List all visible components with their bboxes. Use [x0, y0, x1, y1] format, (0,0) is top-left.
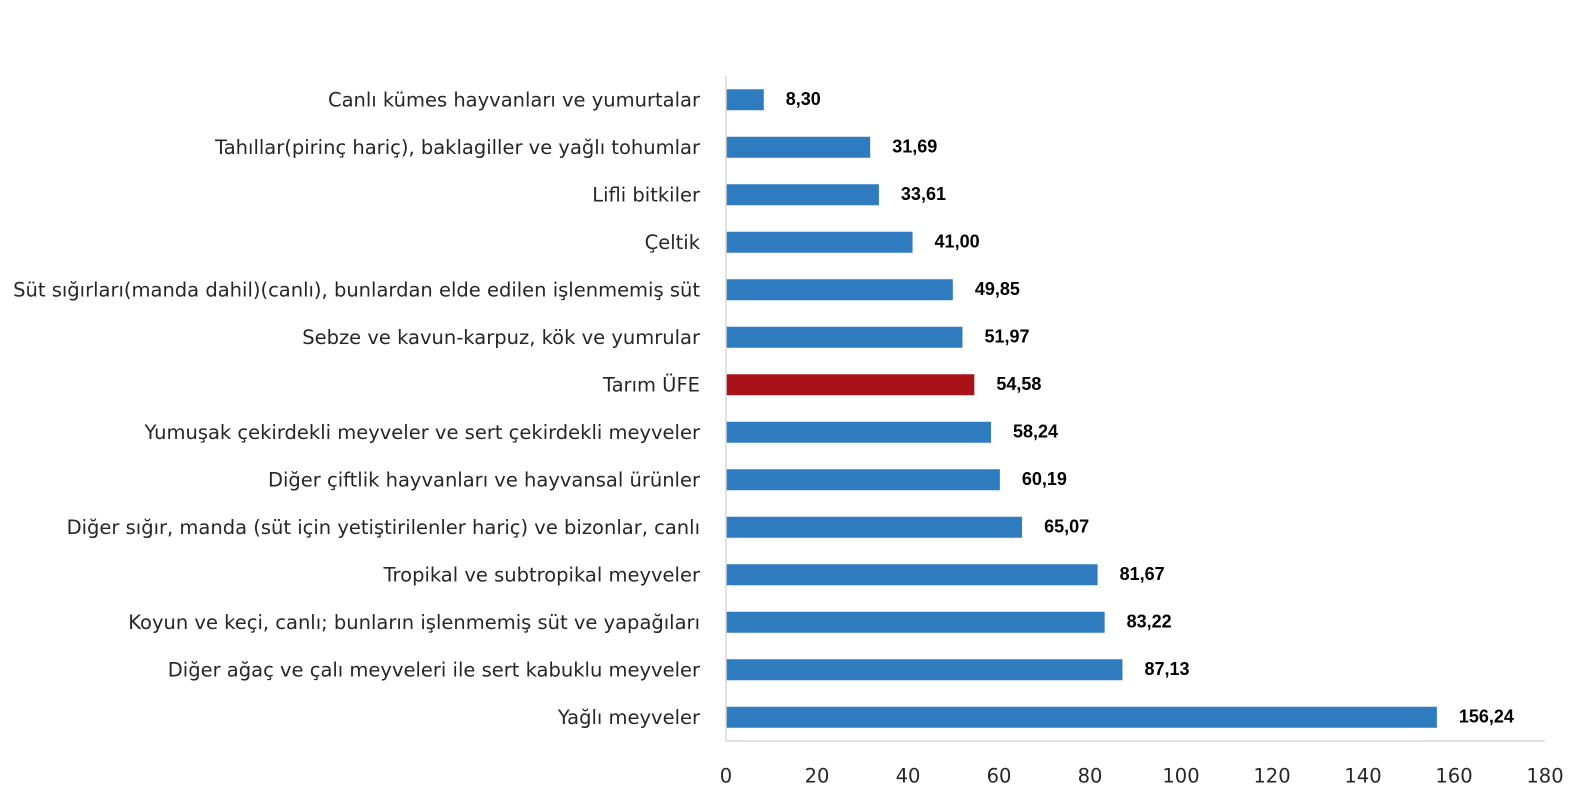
category-label: Yağlı meyveler: [557, 706, 701, 729]
bar: [726, 469, 1000, 491]
x-axis-ticks: 0 20 40 60 80 100 120 140 160 180: [720, 765, 1564, 788]
x-tick-label: 140: [1344, 765, 1381, 788]
category-label: Çeltik: [645, 231, 701, 254]
data-label: 54,58: [996, 374, 1041, 394]
category-label: Yumuşak çekirdekli meyveler ve sert çeki…: [143, 421, 701, 444]
x-tick-label: 120: [1253, 765, 1290, 788]
bar: [726, 706, 1437, 728]
data-label: 60,19: [1022, 469, 1067, 489]
x-tick-label: 80: [1078, 765, 1103, 788]
x-tick-label: 100: [1162, 765, 1199, 788]
data-label: 33,61: [901, 184, 946, 204]
data-label: 87,13: [1144, 659, 1189, 679]
category-label: Diğer ağaç ve çalı meyveleri ile sert ka…: [168, 658, 701, 681]
data-label: 81,67: [1120, 564, 1165, 584]
category-labels: Canlı kümes hayvanları ve yumurtalar Tahı…: [13, 88, 701, 729]
category-label: Tarım ÜFE: [602, 373, 700, 396]
x-tick-label: 160: [1435, 765, 1472, 788]
data-label: 83,22: [1127, 611, 1172, 631]
bar: [726, 136, 871, 158]
bar: [726, 564, 1098, 586]
bar: [726, 326, 963, 348]
bar: [726, 89, 764, 111]
category-label: Sebze ve kavun-karpuz, kök ve yumrular: [302, 326, 701, 349]
data-label: 51,97: [984, 326, 1029, 346]
bar: [726, 279, 953, 301]
value-labels: 8,30 31,69 33,61 41,00 49,85 51,97 54,58 58,24 6…: [786, 89, 1514, 727]
category-label: Süt sığırları(manda dahil)(canlı), bunla…: [13, 278, 700, 301]
category-label: Tahıllar(pirinç hariç), baklagiller ve y…: [214, 136, 701, 159]
x-tick-label: 0: [720, 765, 732, 788]
data-label: 156,24: [1459, 706, 1514, 726]
bar: [726, 421, 991, 443]
x-tick-label: 40: [896, 765, 921, 788]
data-label: 65,07: [1044, 516, 1089, 536]
data-label: 8,30: [786, 89, 821, 109]
category-label: Diğer çiftlik hayvanları ve hayvansal ür…: [268, 468, 701, 491]
data-label: 41,00: [935, 231, 980, 251]
bar: [726, 374, 975, 396]
category-label: Koyun ve keçi, canlı; bunların işlenmemi…: [128, 611, 700, 634]
bar: [726, 184, 879, 206]
x-tick-label: 20: [805, 765, 830, 788]
bar: [726, 516, 1023, 538]
x-tick-label: 180: [1526, 765, 1563, 788]
category-label: Tropikal ve subtropikal meyveler: [383, 563, 701, 586]
bar: [726, 611, 1105, 633]
bar: [726, 659, 1123, 681]
data-label: 58,24: [1013, 421, 1058, 441]
category-label: Diğer sığır, manda (süt için yetiştirile…: [67, 516, 700, 539]
x-tick-label: 60: [987, 765, 1012, 788]
bar: [726, 231, 913, 253]
category-label: Lifli bitkiler: [592, 183, 701, 206]
data-label: 31,69: [892, 136, 937, 156]
category-label: Canlı kümes hayvanları ve yumurtalar: [328, 88, 701, 111]
bars-group: [726, 89, 1437, 728]
data-label: 49,85: [975, 279, 1020, 299]
